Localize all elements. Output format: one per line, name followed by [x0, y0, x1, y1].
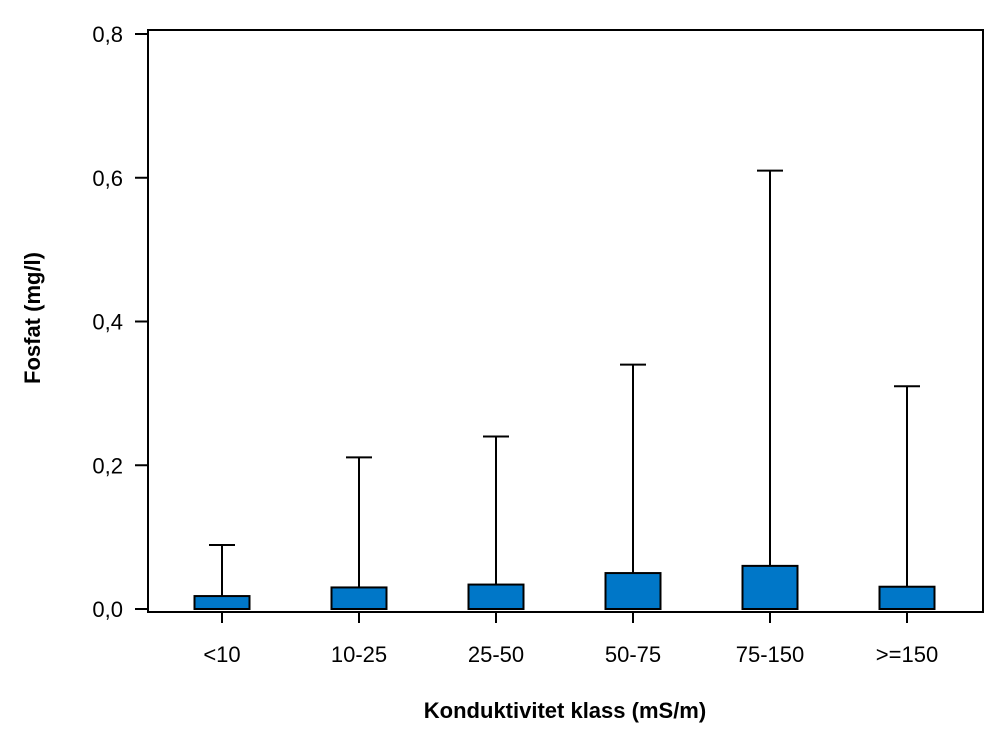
x-tick-label: <10 [203, 642, 240, 667]
bar [741, 564, 799, 610]
bar [193, 595, 251, 610]
bar [330, 586, 388, 610]
x-tick-label: >=150 [876, 642, 938, 667]
y-tick-label: 0,2 [92, 453, 123, 478]
bar [604, 572, 662, 610]
x-axis: <10 10-25 25-50 50-75 75-150 >=150 [203, 612, 938, 667]
bar [467, 583, 525, 610]
y-tick-label: 0,8 [92, 22, 123, 47]
x-tick-label: 10-25 [331, 642, 387, 667]
y-tick-label: 0,4 [92, 310, 123, 335]
plot-area-frame [147, 29, 984, 613]
y-axis-title: Fosfat (mg/l) [20, 252, 45, 384]
x-tick-label: 75-150 [736, 642, 805, 667]
bar [878, 585, 936, 610]
y-tick-label: 0,0 [92, 597, 123, 622]
x-axis-title: Konduktivitet klass (mS/m) [424, 698, 706, 723]
y-axis: 0,0 0,2 0,4 0,6 0,8 [92, 22, 148, 622]
x-tick-label: 50-75 [605, 642, 661, 667]
x-tick-label: 25-50 [468, 642, 524, 667]
chart-marks [193, 169, 936, 610]
y-tick-label: 0,6 [92, 166, 123, 191]
